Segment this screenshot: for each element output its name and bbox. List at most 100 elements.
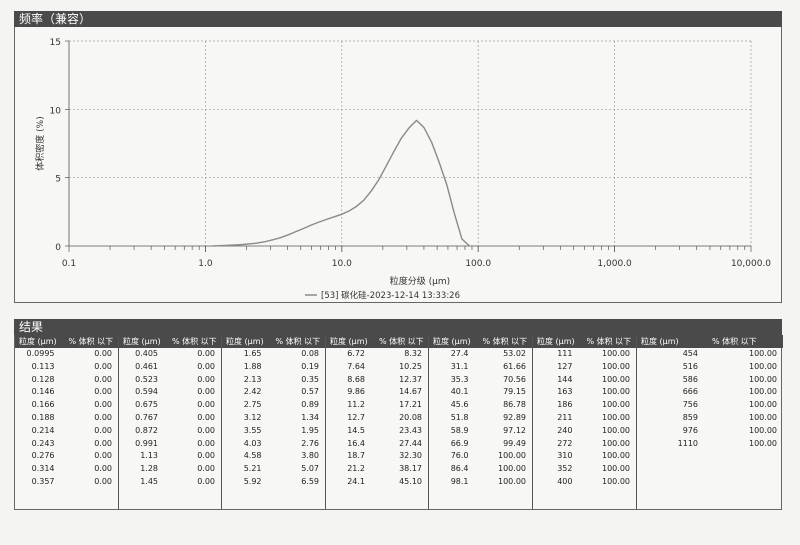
size-cell: 516 (682, 361, 698, 371)
cumulative-cell: 100.00 (602, 438, 630, 448)
size-cell: 976 (682, 425, 698, 435)
x-tick-label: 10.0 (332, 259, 352, 269)
size-cell: 4.03 (243, 438, 262, 448)
cumulative-cell: 1.34 (301, 412, 319, 422)
cumulative-cell: 61.66 (503, 361, 526, 371)
table-row: 1.13 0.00 (119, 450, 221, 463)
size-cell: 352 (557, 464, 573, 474)
table-row: 12.7 20.08 (326, 412, 428, 425)
cumulative-cell: 100.00 (749, 349, 777, 358)
size-cell: 45.6 (450, 400, 469, 410)
size-cell: 0.675 (135, 400, 158, 410)
size-cell: 400 (557, 476, 573, 486)
x-tick-label: 10,000.0 (731, 259, 771, 269)
table-row: 1.45 0.00 (119, 476, 221, 489)
size-cell: 40.1 (450, 387, 469, 397)
cumulative-cell: 79.15 (503, 387, 526, 397)
table-row: 2.42 0.57 (222, 386, 325, 399)
cumulative-column-header: % 体积 以下 (379, 337, 424, 346)
cumulative-cell: 0.35 (301, 374, 319, 384)
cumulative-cell: 86.78 (503, 400, 526, 410)
cumulative-cell: 14.67 (399, 387, 422, 397)
size-cell: 98.1 (450, 476, 469, 486)
cumulative-column-header: % 体积 以下 (172, 337, 217, 346)
cumulative-cell: 0.08 (301, 349, 319, 358)
table-row: 0.872 0.00 (119, 425, 221, 438)
cumulative-cell: 100.00 (602, 476, 630, 486)
size-cell: 12.7 (347, 412, 365, 422)
size-cell: 31.1 (450, 361, 469, 371)
table-header: 粒度 (µm) % 体积 以下 (637, 335, 783, 348)
table-row: 586 100.00 (637, 374, 783, 387)
size-cell: 127 (557, 361, 573, 371)
cumulative-cell: 0.00 (94, 438, 112, 448)
cumulative-cell: 0.00 (94, 400, 112, 410)
table-row: 0.188 0.00 (15, 412, 118, 425)
series-line (212, 119, 471, 247)
size-cell: 272 (557, 438, 573, 448)
cumulative-column-header: % 体积 以下 (68, 337, 114, 346)
cumulative-cell: 8.32 (404, 349, 422, 358)
table-row: 11.2 17.21 (326, 399, 428, 412)
cumulative-cell: 0.00 (197, 412, 215, 422)
cumulative-cell: 0.00 (197, 374, 215, 384)
table-row: 240 100.00 (533, 425, 636, 438)
table-row: 2.75 0.89 (222, 399, 325, 412)
table-row: 3.55 1.95 (222, 425, 325, 438)
x-axis-title: 粒度分级 (µm) (390, 275, 450, 287)
table-row: 0.166 0.00 (15, 399, 118, 412)
size-column-header: 粒度 (µm) (537, 337, 575, 346)
size-cell: 0.214 (31, 425, 55, 435)
cumulative-cell: 12.37 (399, 374, 422, 384)
cumulative-cell: 17.21 (399, 400, 422, 410)
table-row: 1.65 0.08 (222, 348, 325, 361)
cumulative-cell: 32.30 (399, 451, 422, 461)
size-cell: 1110 (677, 438, 698, 448)
cumulative-cell: 0.00 (94, 349, 112, 358)
cumulative-cell: 0.00 (197, 476, 215, 486)
size-cell: 4.58 (243, 451, 262, 461)
chart-section-header: 频率（兼容） (14, 11, 782, 27)
size-cell: 0.991 (135, 438, 158, 448)
size-cell: 1.65 (243, 349, 262, 358)
table-row: 516 100.00 (637, 361, 783, 374)
cumulative-cell: 6.59 (301, 476, 319, 486)
size-cell: 18.7 (347, 451, 365, 461)
table-row: 35.3 70.56 (429, 374, 532, 387)
table-row: 0.314 0.00 (15, 463, 118, 476)
table-row: 111 100.00 (533, 348, 636, 361)
table-row: 454 100.00 (637, 348, 783, 361)
cumulative-cell: 100.00 (602, 349, 630, 358)
cumulative-cell: 100.00 (602, 464, 630, 474)
size-column-header: 粒度 (µm) (330, 337, 368, 346)
cumulative-cell: 100.00 (498, 464, 526, 474)
y-axis-title: 体积密度 (%) (34, 116, 46, 170)
size-cell: 0.405 (135, 349, 158, 358)
table-row: 1110 100.00 (637, 438, 783, 451)
size-cell: 2.75 (243, 400, 262, 410)
cumulative-cell: 100.00 (602, 412, 630, 422)
table-row: 144 100.00 (533, 374, 636, 387)
cumulative-cell: 0.57 (301, 387, 319, 397)
cumulative-cell: 0.00 (197, 400, 215, 410)
table-row: 98.1 100.00 (429, 476, 532, 489)
size-cell: 0.128 (31, 374, 55, 384)
x-tick-label: 0.1 (62, 259, 76, 269)
cumulative-cell: 1.95 (301, 425, 319, 435)
table-row: 1.28 0.00 (119, 463, 221, 476)
table-row: 756 100.00 (637, 399, 783, 412)
cumulative-cell: 100.00 (602, 400, 630, 410)
cumulative-cell: 100.00 (602, 374, 630, 384)
table-row: 0.594 0.00 (119, 386, 221, 399)
table-row: 352 100.00 (533, 463, 636, 476)
table-row: 0.405 0.00 (119, 348, 221, 361)
size-cell: 186 (557, 400, 573, 410)
size-cell: 111 (557, 349, 573, 358)
size-cell: 5.92 (243, 476, 262, 486)
size-cell: 0.146 (31, 387, 55, 397)
cumulative-cell: 0.00 (197, 387, 215, 397)
size-cell: 756 (682, 400, 698, 410)
size-cell: 0.872 (135, 425, 158, 435)
y-tick-label: 5 (55, 175, 61, 185)
size-cell: 0.767 (135, 412, 158, 422)
